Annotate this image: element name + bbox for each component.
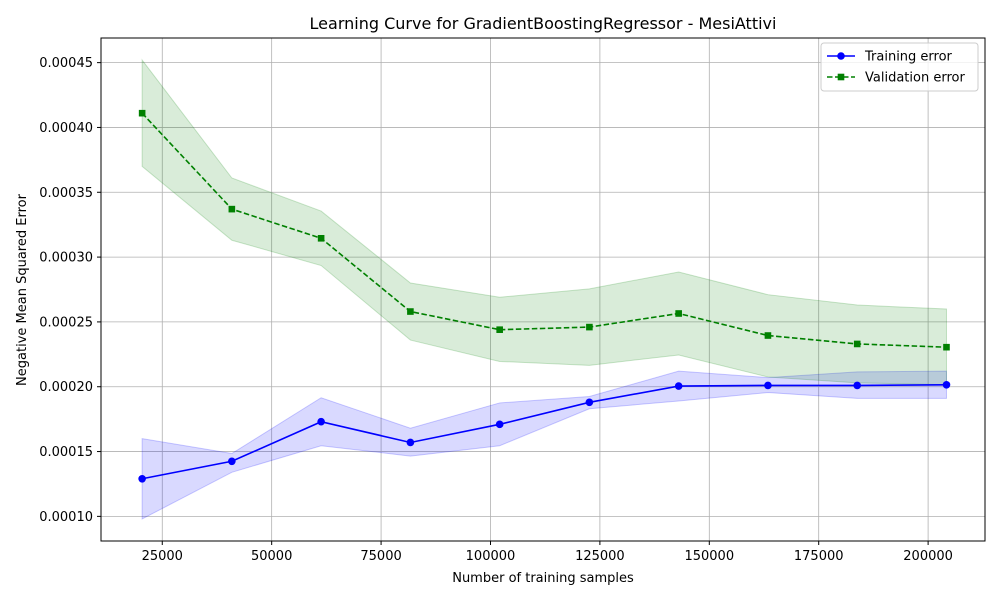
training-error-point	[585, 398, 594, 407]
x-tick-label: 25000	[142, 549, 183, 564]
legend-item-training-error: Training error	[827, 50, 953, 65]
x-tick-label: 125000	[575, 549, 625, 564]
training-error-point	[228, 457, 236, 466]
legend-label-validation-error: Validation error	[865, 71, 965, 86]
y-tick-label: 0.00030	[39, 251, 93, 266]
chart-title: Learning Curve for GradientBoostingRegre…	[310, 14, 777, 33]
legend-marker-validation-error	[837, 73, 845, 81]
legend-box	[820, 42, 979, 92]
training-error-point	[764, 381, 772, 390]
x-tick-label: 175000	[794, 549, 844, 564]
validation-error-point	[317, 234, 325, 242]
y-tick-label: 0.00025	[39, 315, 93, 330]
validation-error-point	[496, 326, 503, 333]
legend-label-training-error: Training error	[864, 50, 953, 65]
x-tick-label: 100000	[466, 549, 516, 564]
y-axis-label: Negative Mean Squared Error	[15, 193, 30, 386]
x-tick-label: 150000	[684, 549, 734, 564]
legend-marker-training-error	[837, 52, 845, 60]
training-error-point	[674, 382, 683, 390]
y-tick-label: 0.00020	[39, 380, 93, 395]
y-tick-label: 0.00045	[39, 56, 93, 71]
training-error-point	[853, 381, 862, 390]
x-tick-label: 75000	[360, 549, 401, 564]
y-tick-label: 0.00010	[39, 510, 93, 525]
validation-error-line	[141, 112, 947, 348]
grid-lines	[101, 38, 985, 541]
training-error-band	[141, 370, 947, 520]
training-error-point	[317, 417, 325, 426]
validation-error-point	[943, 343, 950, 351]
x-axis-ticks: 25000 50000 75000 100000 125000 150000 175000 2…	[142, 541, 953, 564]
series-lines	[141, 112, 947, 480]
y-axis-ticks: 0.00010 0.00015 0.00020 0.00025 0.00030 0.000…	[39, 56, 101, 525]
x-axis-label: Number of training samples	[452, 571, 634, 586]
y-tick-label: 0.00015	[39, 445, 93, 460]
training-error-line	[141, 383, 947, 480]
legend: Training error Validation error	[820, 42, 979, 92]
y-tick-label: 0.00035	[39, 186, 93, 201]
training-error-point	[138, 474, 146, 483]
y-tick-label: 0.00040	[39, 121, 93, 136]
x-tick-label: 200000	[903, 549, 953, 564]
legend-item-validation-error: Validation error	[827, 71, 965, 86]
validation-error-point	[407, 308, 414, 315]
training-error-point	[495, 420, 504, 429]
plot-frame	[100, 37, 986, 542]
series-markers	[138, 109, 951, 483]
validation-error-point	[586, 323, 593, 331]
validation-error-point	[138, 109, 146, 117]
training-error-point	[406, 438, 415, 447]
validation-error-point	[853, 340, 861, 348]
x-tick-label: 50000	[251, 549, 292, 564]
training-error-point	[942, 380, 951, 389]
validation-error-point	[764, 332, 772, 339]
validation-error-point	[675, 310, 682, 317]
validation-error-point	[228, 205, 236, 213]
